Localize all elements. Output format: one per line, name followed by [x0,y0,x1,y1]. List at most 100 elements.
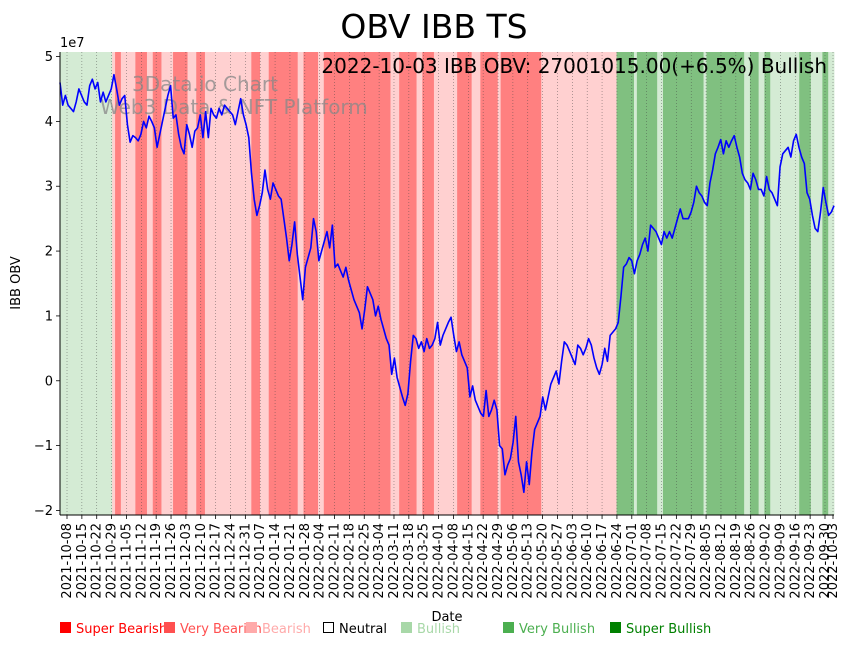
axes [59,52,834,516]
legend: Super Bearish Very Bearish Bearish Neutral B… [60,622,711,637]
sentiment-band-very-bullish [799,52,812,515]
x-tick-label: 2022-01-28 [298,523,313,599]
x-tick-label: 2022-08-05 [699,523,714,599]
x-tick-label: 2022-07-08 [640,523,655,599]
x-tick-label: 2022-04-15 [461,523,476,599]
sentiment-band-very-bullish [616,52,635,515]
sentiment-band-very-bearish [500,52,542,515]
x-tick-label: 2022-09-16 [788,523,803,599]
sentiment-band-bearish [471,52,481,515]
sentiment-band-very-bullish [706,52,745,515]
x-tick-label: 2022-06-17 [595,523,610,599]
legend-swatch [401,622,412,633]
x-tick-label: 2022-05-27 [550,523,565,599]
x-tick-label: 2022-05-06 [506,523,521,599]
sentiment-band-bullish [744,52,751,515]
x-tick-label: 2022-05-20 [536,523,551,599]
x-tick-label: 2022-04-01 [432,523,447,599]
sentiment-band-bearish [590,52,617,515]
sentiment-band-very-bearish [422,52,435,515]
x-tick-label: 2021-12-10 [194,523,209,599]
x-tick-label: 2022-03-18 [402,523,417,599]
legend-item: Very Bullish [503,622,595,637]
legend-label: Super Bullish [626,622,711,637]
x-tick-label: 2022-02-04 [313,523,328,599]
legend-item: Super Bearish [60,622,167,637]
obv-series [59,73,835,494]
y-tick-label: 0 [45,374,53,389]
x-tick-label: 2022-09-09 [773,523,788,599]
legend-label: Bullish [417,622,460,637]
sentiment-band-bearish [541,52,591,515]
x-tick-label: 2022-03-25 [417,523,432,599]
sentiment-band-bullish [657,52,664,515]
legend-item: Bearish [246,622,311,637]
x-tick-label: 2022-02-18 [342,523,357,599]
sentiment-band-bearish [112,52,116,515]
x-tick-label: 2022-05-13 [521,523,536,599]
y-ticks: −2 −1 0 1 2 3 4 5 [34,50,60,519]
legend-label: Neutral [339,622,387,637]
x-tick-label: 2021-10-29 [105,523,120,599]
x-tick-label: 2022-02-11 [328,523,343,599]
sentiment-band-very-bearish [173,52,188,515]
sentiment-band-very-bullish [764,52,771,515]
sentiment-band-bullish [810,52,823,515]
x-axis-label: Date [431,610,462,625]
sentiment-band-bearish [497,52,502,515]
y-tick-label: 2 [45,245,53,260]
x-ticks: 2021-10-08 2021-10-15 2021-10-22 2021-10-29… [60,515,841,599]
sentiment-band-bearish [204,52,252,515]
x-tick-label: 2021-12-17 [209,523,224,599]
legend-label: Very Bullish [519,622,595,637]
legend-swatch [60,622,71,633]
legend-item: Very Bearish [164,622,262,637]
sentiment-band-bearish [146,52,154,515]
x-tick-label: 2021-10-15 [75,523,90,599]
y-multiplier-label: 1e7 [60,36,85,51]
legend-item: Neutral [323,622,387,637]
sentiment-band-bearish [120,52,136,515]
obv-line [59,73,835,494]
x-tick-label: 2022-08-19 [729,523,744,599]
y-tick-label: −1 [34,439,53,454]
y-tick-label: 4 [45,115,53,130]
sentiment-band-bearish [433,52,446,515]
x-tick-label: 2022-04-29 [491,523,506,599]
sentiment-band-very-bearish [457,52,473,515]
y-tick-label: 3 [45,180,53,195]
x-tick-label: 2022-06-24 [610,523,625,599]
x-tick-label: 2022-02-25 [357,523,372,599]
legend-item: Super Bullish [610,622,711,637]
sentiment-band-very-bearish [152,52,162,515]
sentiment-band-very-bullish [636,52,658,515]
legend-label: Super Bearish [76,622,167,637]
x-tick-label: 2021-12-03 [179,523,194,599]
sentiment-band-very-bearish [323,52,391,515]
x-tick-label: 2022-09-23 [803,523,818,599]
x-tick-label: 2022-04-22 [476,523,491,599]
legend-item: Bullish [401,622,460,637]
x-tick-label: 2021-10-08 [60,523,75,599]
sentiment-band-bullish [633,52,638,515]
x-tick-label: 2022-09-02 [759,523,774,599]
sentiment-band-bullish [770,52,800,515]
legend-swatch [246,622,257,633]
chart-title: OBV IBB TS [340,7,527,46]
x-tick-label: 2022-08-12 [714,523,729,599]
sentiment-band-bearish [318,52,325,515]
sentiment-band-very-bearish [251,52,261,515]
x-tick-label: 2021-12-31 [238,523,253,599]
sentiment-band-very-bullish [749,52,760,515]
sentiment-band-bearish [390,52,400,515]
sentiment-band-very-bullish [822,52,829,515]
x-tick-label: 2022-07-15 [655,523,670,599]
y-tick-label: −2 [34,504,53,519]
x-tick-label: 2022-06-10 [580,523,595,599]
x-tick-label: 2022-06-03 [565,523,580,599]
x-tick-label: 2021-11-26 [164,523,179,599]
x-tick-label: 2022-03-04 [372,523,387,599]
x-tick-label: 2022-01-14 [268,523,283,599]
sentiment-band-very-bearish [303,52,319,515]
